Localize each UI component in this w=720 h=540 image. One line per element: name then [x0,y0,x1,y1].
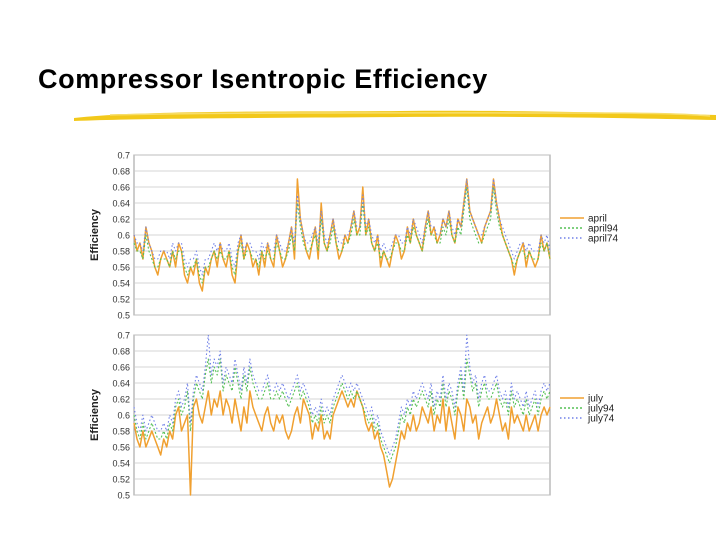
y-tick-label: 0.68 [112,347,130,357]
series-line-july74 [133,334,551,456]
legend-label-april74: april74 [588,234,618,245]
april-efficiency-chart: 0.7 0.68 0.66 0.64 0.62 0.6 0.58 0.56 0.54 0.52 0.… [89,151,618,321]
legend-label-july94: july94 [587,404,615,415]
slide-title: Compressor Isentropic Efficiency [38,64,488,94]
y-tick-label: 0.52 [112,475,130,485]
y-tick-label: 0.64 [112,379,130,389]
y-axis-label: Efficiency [89,388,101,441]
series-line-april94 [133,186,551,284]
legend-label-april: april [588,214,607,225]
legend-label-july74: july74 [587,414,615,425]
y-tick-label: 0.5 [117,491,130,501]
y-tick-label: 0.5 [117,311,130,321]
y-tick-label: 0.6 [117,231,130,241]
series-line-july94 [133,358,551,464]
y-tick-label: 0.7 [117,151,130,161]
series-line-april74 [133,178,551,276]
y-tick-label: 0.56 [112,263,130,273]
y-tick-label: 0.54 [112,459,130,469]
y-tick-label: 0.68 [112,167,130,177]
y-tick-label: 0.66 [112,363,130,373]
y-tick-label: 0.62 [112,395,130,405]
legend-label-april94: april94 [588,224,618,235]
y-tick-label: 0.58 [112,427,130,437]
legend-label-july: july [587,394,603,405]
y-tick-label: 0.58 [112,247,130,257]
y-tick-label: 0.62 [112,215,130,225]
july-efficiency-chart: 0.7 0.68 0.66 0.64 0.62 0.6 0.58 0.56 0.54 0.52 0.… [89,331,615,501]
series-line-july [133,390,551,496]
y-tick-label: 0.54 [112,279,130,289]
y-tick-label: 0.52 [112,295,130,305]
y-tick-label: 0.64 [112,199,130,209]
y-tick-label: 0.7 [117,331,130,341]
y-tick-label: 0.66 [112,183,130,193]
title-underline [74,110,716,121]
y-tick-label: 0.56 [112,443,130,453]
y-axis-label: Efficiency [89,208,101,261]
title-underline-highlight [109,112,711,117]
y-tick-label: 0.6 [117,411,130,421]
